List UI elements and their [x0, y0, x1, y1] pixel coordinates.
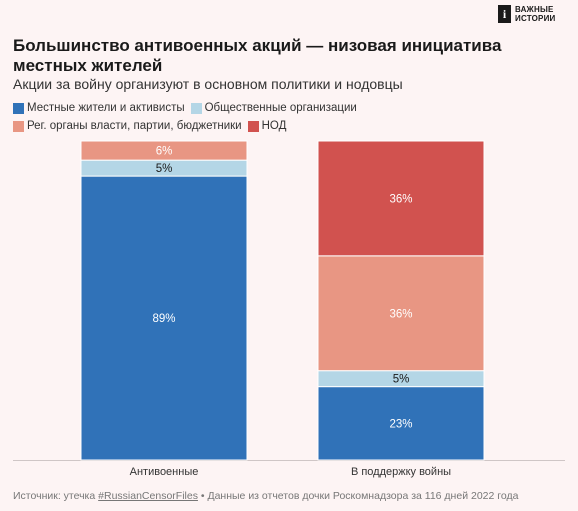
bar-segment-1-3: [317, 140, 485, 257]
legend-label-orgs: Общественные организации: [204, 102, 357, 114]
data-label-1-3: 36%: [389, 193, 412, 205]
chart-subtitle: Акции за войну организуют в основном пол…: [13, 76, 403, 92]
data-label-0-2: 6%: [156, 146, 173, 158]
bar-segment-0-2: [80, 140, 248, 161]
data-label-1-1: 5%: [393, 374, 410, 386]
brand-logo-icon: i: [498, 5, 511, 23]
legend-item-orgs: Общественные организации: [190, 100, 357, 116]
legend-swatch-nod: [247, 120, 259, 132]
legend-label-nod: НОД: [261, 120, 287, 132]
bar-segment-0-0: [80, 175, 248, 461]
legend-label-authorities: Рег. органы власти, партии, бюджетники: [27, 120, 242, 132]
legend-swatch-authorities: [13, 120, 24, 132]
source-note: Источник: утечка #RussianCensorFiles • Д…: [13, 490, 573, 503]
category-label-1: В поддержку войны: [351, 466, 451, 478]
legend-item-local: Местные жители и активисты: [13, 100, 185, 116]
bar-segment-1-2: [317, 255, 485, 372]
source-prefix: Источник: утечка: [13, 490, 99, 502]
data-label-0-0: 89%: [152, 313, 175, 325]
chart-legend: Местные жители и активисты Общественные …: [13, 100, 453, 134]
legend-swatch-local: [13, 102, 24, 114]
category-label-0: Антивоенные: [130, 466, 199, 478]
data-label-1-2: 36%: [389, 308, 412, 320]
legend-label-local: Местные жители и активисты: [27, 102, 185, 114]
source-suffix: • Данные из отчетов дочки Роскомнадзора …: [197, 490, 519, 502]
brand-name-line1: ВАЖНЫЕ: [515, 5, 554, 14]
bar-segment-1-0: [317, 386, 485, 461]
brand-logo: i ВАЖНЫЕ ИСТОРИИ: [498, 5, 555, 23]
data-label-1-0: 23%: [389, 418, 412, 430]
legend-item-authorities: Рег. органы власти, партии, бюджетники: [13, 118, 242, 134]
legend-swatch-orgs: [190, 102, 202, 114]
data-label-0-1: 5%: [156, 163, 173, 175]
source-hashtag-link[interactable]: #RussianCensorFiles: [98, 490, 198, 502]
brand-name: ВАЖНЫЕ ИСТОРИИ: [515, 5, 555, 23]
chart-title: Большинство антивоенных акций — низовая …: [13, 36, 502, 75]
brand-name-line2: ИСТОРИИ: [515, 14, 556, 23]
legend-item-nod: НОД: [247, 118, 287, 134]
